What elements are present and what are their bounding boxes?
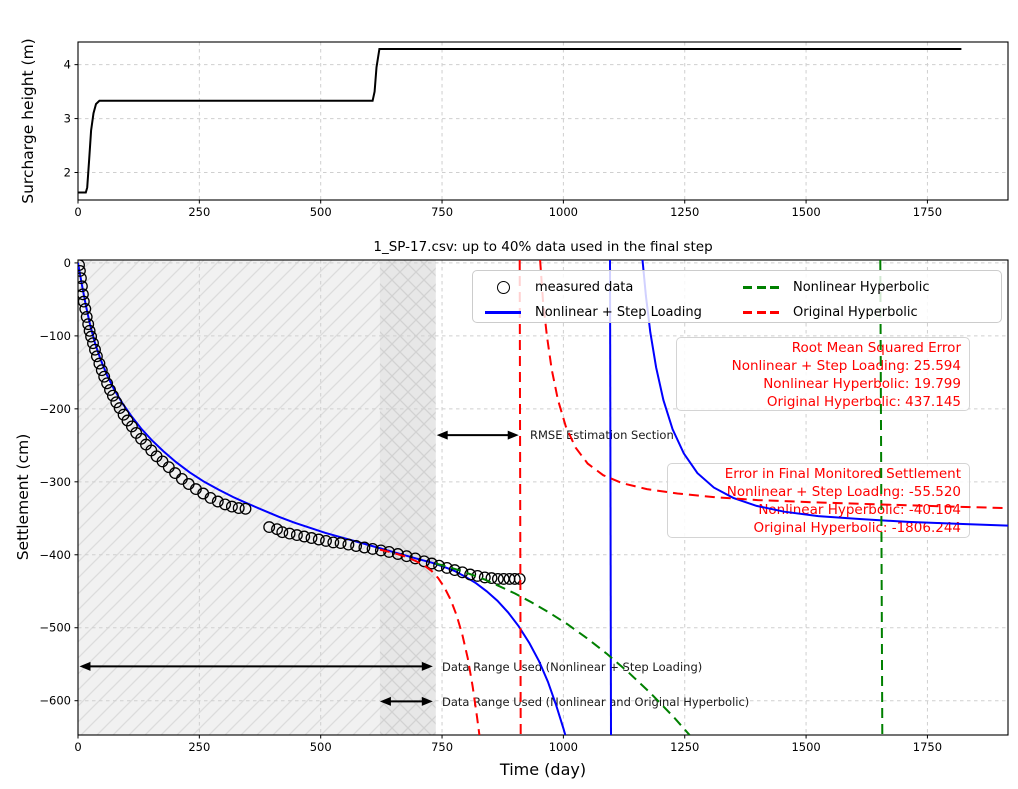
x-tick-label: 1000: [549, 205, 578, 219]
surcharge-series-layer: [78, 48, 962, 194]
y-tick-label: −200: [39, 402, 71, 416]
region-step-loading-range: [78, 260, 436, 735]
y-tick-label: 3: [64, 112, 71, 126]
error-original-hyperbolic-value: Original Hyperbolic: -1806.244: [753, 520, 961, 536]
measured-data-points: [78, 260, 526, 585]
rmse-step-loading-value: Nonlinear + Step Loading: 25.594: [731, 358, 961, 374]
data-range-hyperbolic-label: Data Range Used (Nonlinear and Original …: [442, 695, 750, 709]
x-tick-label: 250: [188, 740, 210, 754]
data-range-step-loading-label: Data Range Used (Nonlinear + Step Loadin…: [442, 660, 703, 674]
arrow-rmse-estimation-section: [436, 430, 519, 440]
legend-swatch-1: [743, 285, 779, 289]
arrow-range-step-loading: [79, 661, 433, 671]
x-tick-label: 250: [188, 205, 210, 219]
arrow-range-hyperbolic: [379, 696, 433, 706]
legend: measured data Nonlinear Hyperbolic Nonli…: [472, 270, 1002, 323]
x-tick-label: 1750: [913, 740, 942, 754]
x-tick-label: 1000: [549, 740, 578, 754]
y-tick-label: −600: [39, 694, 71, 708]
rmse-nonlinear-hyperbolic-value: Nonlinear Hyperbolic: 19.799: [763, 376, 961, 392]
rmse-original-hyperbolic-value: Original Hyperbolic: 437.145: [766, 394, 961, 410]
y-tick-label: −300: [39, 475, 71, 489]
red-dashed-line-icon: [741, 310, 781, 314]
final-settlement-error-box: Error in Final Monitored Settlement Nonl…: [667, 463, 970, 538]
surcharge-gridlines: [77, 42, 1008, 200]
rmse-box-title: Root Mean Squared Error: [791, 340, 961, 356]
rmse-estimation-section-label: RMSE Estimation Section: [530, 428, 674, 442]
y-tick-label: −100: [39, 329, 71, 343]
y-tick-label: −400: [39, 548, 71, 562]
x-tick-label: 750: [431, 205, 453, 219]
x-tick-label: 1500: [791, 740, 820, 754]
legend-swatch-0: [496, 280, 510, 294]
settlement-y-axis-label: Settlement (cm): [14, 433, 32, 561]
error-nonlinear-hyperbolic-value: Nonlinear Hyperbolic: -40.104: [758, 502, 961, 518]
series-surcharge-height: [78, 48, 962, 194]
legend-label: measured data: [535, 279, 634, 295]
legend-label: Nonlinear + Step Loading: [535, 304, 702, 320]
legend-label: Nonlinear Hyperbolic: [793, 279, 930, 295]
rmse-box: Root Mean Squared Error Nonlinear + Step…: [676, 337, 970, 411]
x-tick-label: 500: [310, 205, 332, 219]
x-tick-label: 500: [310, 740, 332, 754]
green-dashed-line-icon: [741, 285, 781, 289]
legend-item-nonlinear-step-loading: Nonlinear + Step Loading: [483, 301, 741, 323]
x-tick-label: 1250: [670, 205, 699, 219]
error-box-title: Error in Final Monitored Settlement: [724, 466, 961, 482]
x-tick-label: 1500: [791, 205, 820, 219]
chart-title: 1_SP-17.csv: up to 40% data used in the …: [373, 239, 713, 255]
x-tick-label: 750: [431, 740, 453, 754]
blue-line-icon: [483, 310, 523, 314]
time-x-axis-label: Time (day): [499, 760, 587, 779]
x-tick-label: 1750: [913, 205, 942, 219]
x-tick-label: 1250: [670, 740, 699, 754]
legend-swatch-2: [485, 310, 521, 314]
measured-data-marker-icon: [483, 280, 523, 294]
legend-item-nonlinear-hyperbolic: Nonlinear Hyperbolic: [741, 276, 991, 298]
error-step-loading-value: Nonlinear + Step Loading: -55.520: [726, 484, 961, 500]
y-tick-label: 2: [64, 165, 71, 179]
legend-item-measured-data: measured data: [483, 276, 741, 298]
legend-item-original-hyperbolic: Original Hyperbolic: [741, 301, 991, 323]
surcharge-y-axis-label: Surcharge height (m): [19, 38, 37, 204]
x-tick-label: 0: [74, 205, 81, 219]
region-hyperbolic-range: [379, 260, 436, 735]
y-tick-label: 0: [64, 256, 71, 270]
y-tick-label: 4: [64, 58, 71, 72]
surcharge-tick-labels: 0 250 500 750 1000 1250 1500 1750 2 3 4: [64, 58, 942, 219]
y-tick-label: −500: [39, 621, 71, 635]
legend-swatch-3: [743, 310, 779, 314]
x-tick-label: 0: [74, 740, 81, 754]
legend-label: Original Hyperbolic: [793, 304, 918, 320]
surcharge-plot-frame: [77, 41, 1009, 201]
